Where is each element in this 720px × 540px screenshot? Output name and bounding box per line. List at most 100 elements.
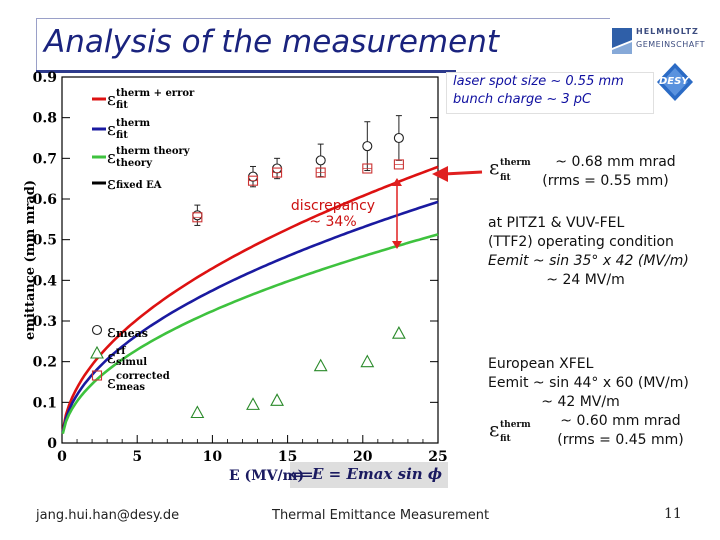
simul-point bbox=[270, 393, 284, 406]
pitz-line-3: Eemit ~ sin 35° x 42 (MV/m) bbox=[488, 253, 689, 269]
svg-text:therm: therm bbox=[500, 420, 531, 430]
xfel-line-1: European XFEL bbox=[488, 356, 594, 372]
xfel-note: European XFEL Eemit ~ sin 44° x 60 (MV/m… bbox=[488, 355, 713, 450]
legend-sub: theory bbox=[116, 158, 153, 169]
helmholtz-emblem-icon bbox=[612, 28, 632, 54]
legend-corrected-marker bbox=[91, 370, 103, 381]
helmholtz-logo: HELMHOLTZ GEMEINSCHAFT bbox=[608, 22, 718, 58]
x-tick-label: 25 bbox=[428, 449, 447, 465]
simul-point bbox=[190, 405, 205, 419]
formula-box bbox=[290, 462, 448, 488]
title-frame-left bbox=[36, 18, 37, 72]
fit-rrms-text: (rrms = 0.55 mm) bbox=[542, 173, 669, 189]
title-frame-top bbox=[36, 18, 610, 19]
legend-epsilon: ε bbox=[107, 90, 116, 110]
legend-sup: therm theory bbox=[116, 146, 191, 157]
footer-title: Thermal Emittance Measurement bbox=[272, 508, 490, 523]
fit-value-text: ~ 0.68 mm mrad bbox=[555, 154, 676, 170]
simul-point bbox=[246, 397, 260, 410]
xfel-line-2: Eemit ~ sin 44° x 60 (MV/m) bbox=[488, 375, 689, 391]
svg-text:therm: therm bbox=[500, 158, 531, 168]
x-tick-label: 15 bbox=[278, 449, 297, 465]
y-tick-label: 0.9 bbox=[33, 70, 57, 86]
discrepancy-arrow-down-icon bbox=[392, 241, 402, 249]
y-tick-label: 0.8 bbox=[33, 111, 57, 127]
legend-sup: corrected bbox=[116, 371, 170, 382]
meas-point bbox=[362, 141, 373, 152]
fit-curves bbox=[61, 165, 439, 435]
simul-point bbox=[391, 326, 406, 339]
curve-2 bbox=[61, 233, 439, 435]
y-tick-label: 0.3 bbox=[33, 314, 57, 330]
svg-text:fit: fit bbox=[500, 434, 512, 444]
legend-sub: fit bbox=[116, 130, 128, 141]
bunch-charge-text: bunch charge ~ 3 pC bbox=[453, 92, 592, 107]
simul-point bbox=[313, 358, 328, 372]
legend-epsilon: ε bbox=[107, 373, 116, 393]
legend-epsilon: ε bbox=[107, 148, 116, 168]
discrepancy-arrow-up-icon bbox=[392, 178, 402, 186]
page-number: 11 bbox=[664, 506, 682, 522]
y-tick-label: 0.1 bbox=[33, 395, 57, 411]
desy-text: DESY bbox=[659, 76, 689, 87]
legend-sup: therm bbox=[116, 118, 151, 129]
plot-frame bbox=[61, 76, 439, 444]
title-underline bbox=[36, 70, 456, 73]
y-tick-label: 0.4 bbox=[33, 273, 58, 289]
desy-emblem-icon bbox=[657, 63, 693, 101]
x-tick-label: 0 bbox=[57, 449, 67, 465]
laser-note-box: laser spot size ~ 0.55 mm bunch charge ~… bbox=[446, 72, 654, 114]
desy-logo: DESY bbox=[656, 62, 694, 102]
legend-sub: simul bbox=[116, 357, 147, 368]
legend-sub: meas bbox=[116, 382, 145, 393]
pitz-line-4: ~ 24 MV/m bbox=[546, 272, 625, 288]
pitz-line-2: (TTF2) operating condition bbox=[488, 234, 674, 250]
curve-0 bbox=[61, 165, 439, 431]
discrepancy-value: ~ 34% bbox=[309, 214, 356, 230]
footer-email: jang.hui.han@desy.de bbox=[36, 508, 180, 523]
laser-spot-text: laser spot size ~ 0.55 mm bbox=[453, 74, 624, 89]
simul-point bbox=[360, 354, 375, 368]
meas-point bbox=[315, 155, 326, 166]
callout-arrow-head-icon bbox=[432, 166, 448, 182]
gemeinschaft-text: GEMEINSCHAFT bbox=[636, 40, 706, 49]
legend-meas-marker bbox=[91, 324, 103, 336]
legend-epsilon: ε bbox=[107, 322, 116, 342]
legend-sup: rf bbox=[116, 346, 126, 357]
callout-arrow-line bbox=[443, 170, 483, 176]
x-tick-label: 5 bbox=[132, 449, 142, 465]
xfel-line-3: ~ 42 MV/m bbox=[541, 394, 620, 410]
xfel-line-5: (rrms = 0.45 mm) bbox=[557, 432, 684, 448]
curve-1 bbox=[61, 200, 439, 433]
y-tick-label: 0.7 bbox=[33, 151, 57, 167]
eps-fit-symbol-2: ε bbox=[489, 417, 499, 441]
pitz-note: at PITZ1 & VUV-FEL (TTF2) operating cond… bbox=[488, 214, 713, 290]
y-tick-label: 0.6 bbox=[33, 192, 57, 208]
legend-epsilon: ε bbox=[107, 348, 116, 368]
y-tick-label: 0.2 bbox=[33, 355, 57, 371]
data-points bbox=[190, 115, 406, 419]
legend-marker-label: meas bbox=[116, 327, 148, 340]
legend-simul-marker bbox=[90, 345, 104, 359]
chart-axes: 0 0.1 0.2 0.3 0.4 0.5 0.6 0.7 0.8 0.9 0 5 10 15 20 25 em… bbox=[23, 70, 448, 465]
legend-sub: fixed EA bbox=[116, 180, 162, 191]
svg-text:fit: fit bbox=[500, 173, 512, 183]
y-axis-label: emittance (mm mrad) bbox=[23, 180, 38, 340]
legend-epsilon: ε bbox=[107, 120, 116, 140]
helmholtz-text: HELMHOLTZ bbox=[636, 27, 699, 36]
x-tick-label: 10 bbox=[203, 449, 223, 465]
pitz-line-1: at PITZ1 & VUV-FEL bbox=[488, 215, 625, 231]
eps-fit-symbol-1: ε bbox=[489, 155, 499, 179]
y-tick-label: 0 bbox=[47, 436, 57, 452]
legend-epsilon: ε bbox=[107, 174, 116, 194]
meas-point bbox=[393, 132, 404, 144]
meas-point bbox=[192, 210, 203, 221]
y-tick-label: 0.5 bbox=[33, 233, 57, 249]
legend-sub: fit bbox=[116, 100, 128, 111]
discrepancy-label: discrepancy bbox=[291, 198, 375, 214]
slide-title: Analysis of the measurement bbox=[44, 24, 499, 60]
x-tick-label: 20 bbox=[353, 449, 373, 465]
legend-sup: therm + error bbox=[116, 88, 195, 99]
